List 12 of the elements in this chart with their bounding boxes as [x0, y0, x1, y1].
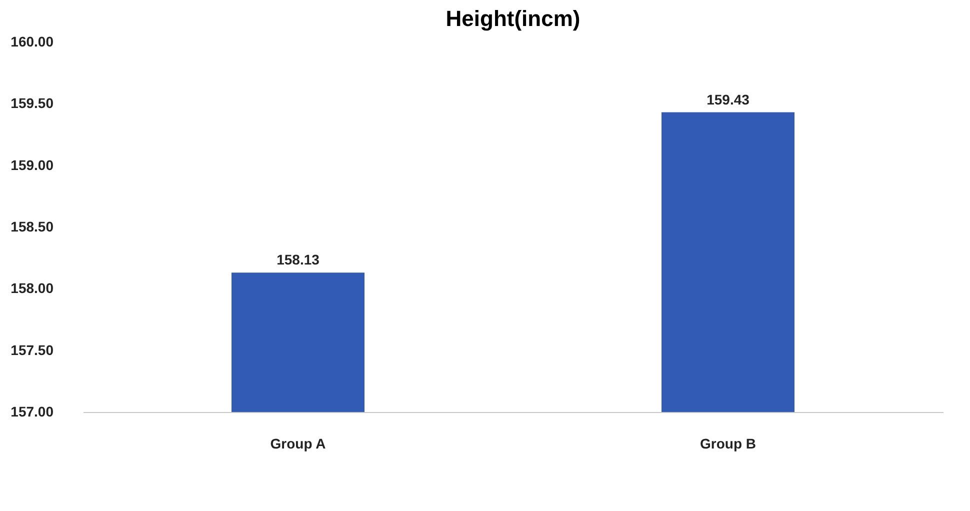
- data-label: 159.43: [706, 91, 750, 108]
- y-tick-label: 159.50: [10, 95, 54, 112]
- x-tick-label: Group A: [270, 436, 326, 452]
- y-tick-label: 160.00: [10, 34, 54, 50]
- y-tick-label: 159.00: [10, 156, 54, 173]
- x-tick-label: Group B: [700, 436, 756, 452]
- y-tick-label: 157.00: [10, 404, 54, 420]
- y-tick-label: 157.50: [10, 342, 54, 358]
- y-tick-label: 158.50: [10, 218, 54, 234]
- chart-title: Height(incm): [446, 6, 580, 31]
- y-tick-label: 158.00: [10, 280, 54, 296]
- data-label: 158.13: [276, 252, 320, 268]
